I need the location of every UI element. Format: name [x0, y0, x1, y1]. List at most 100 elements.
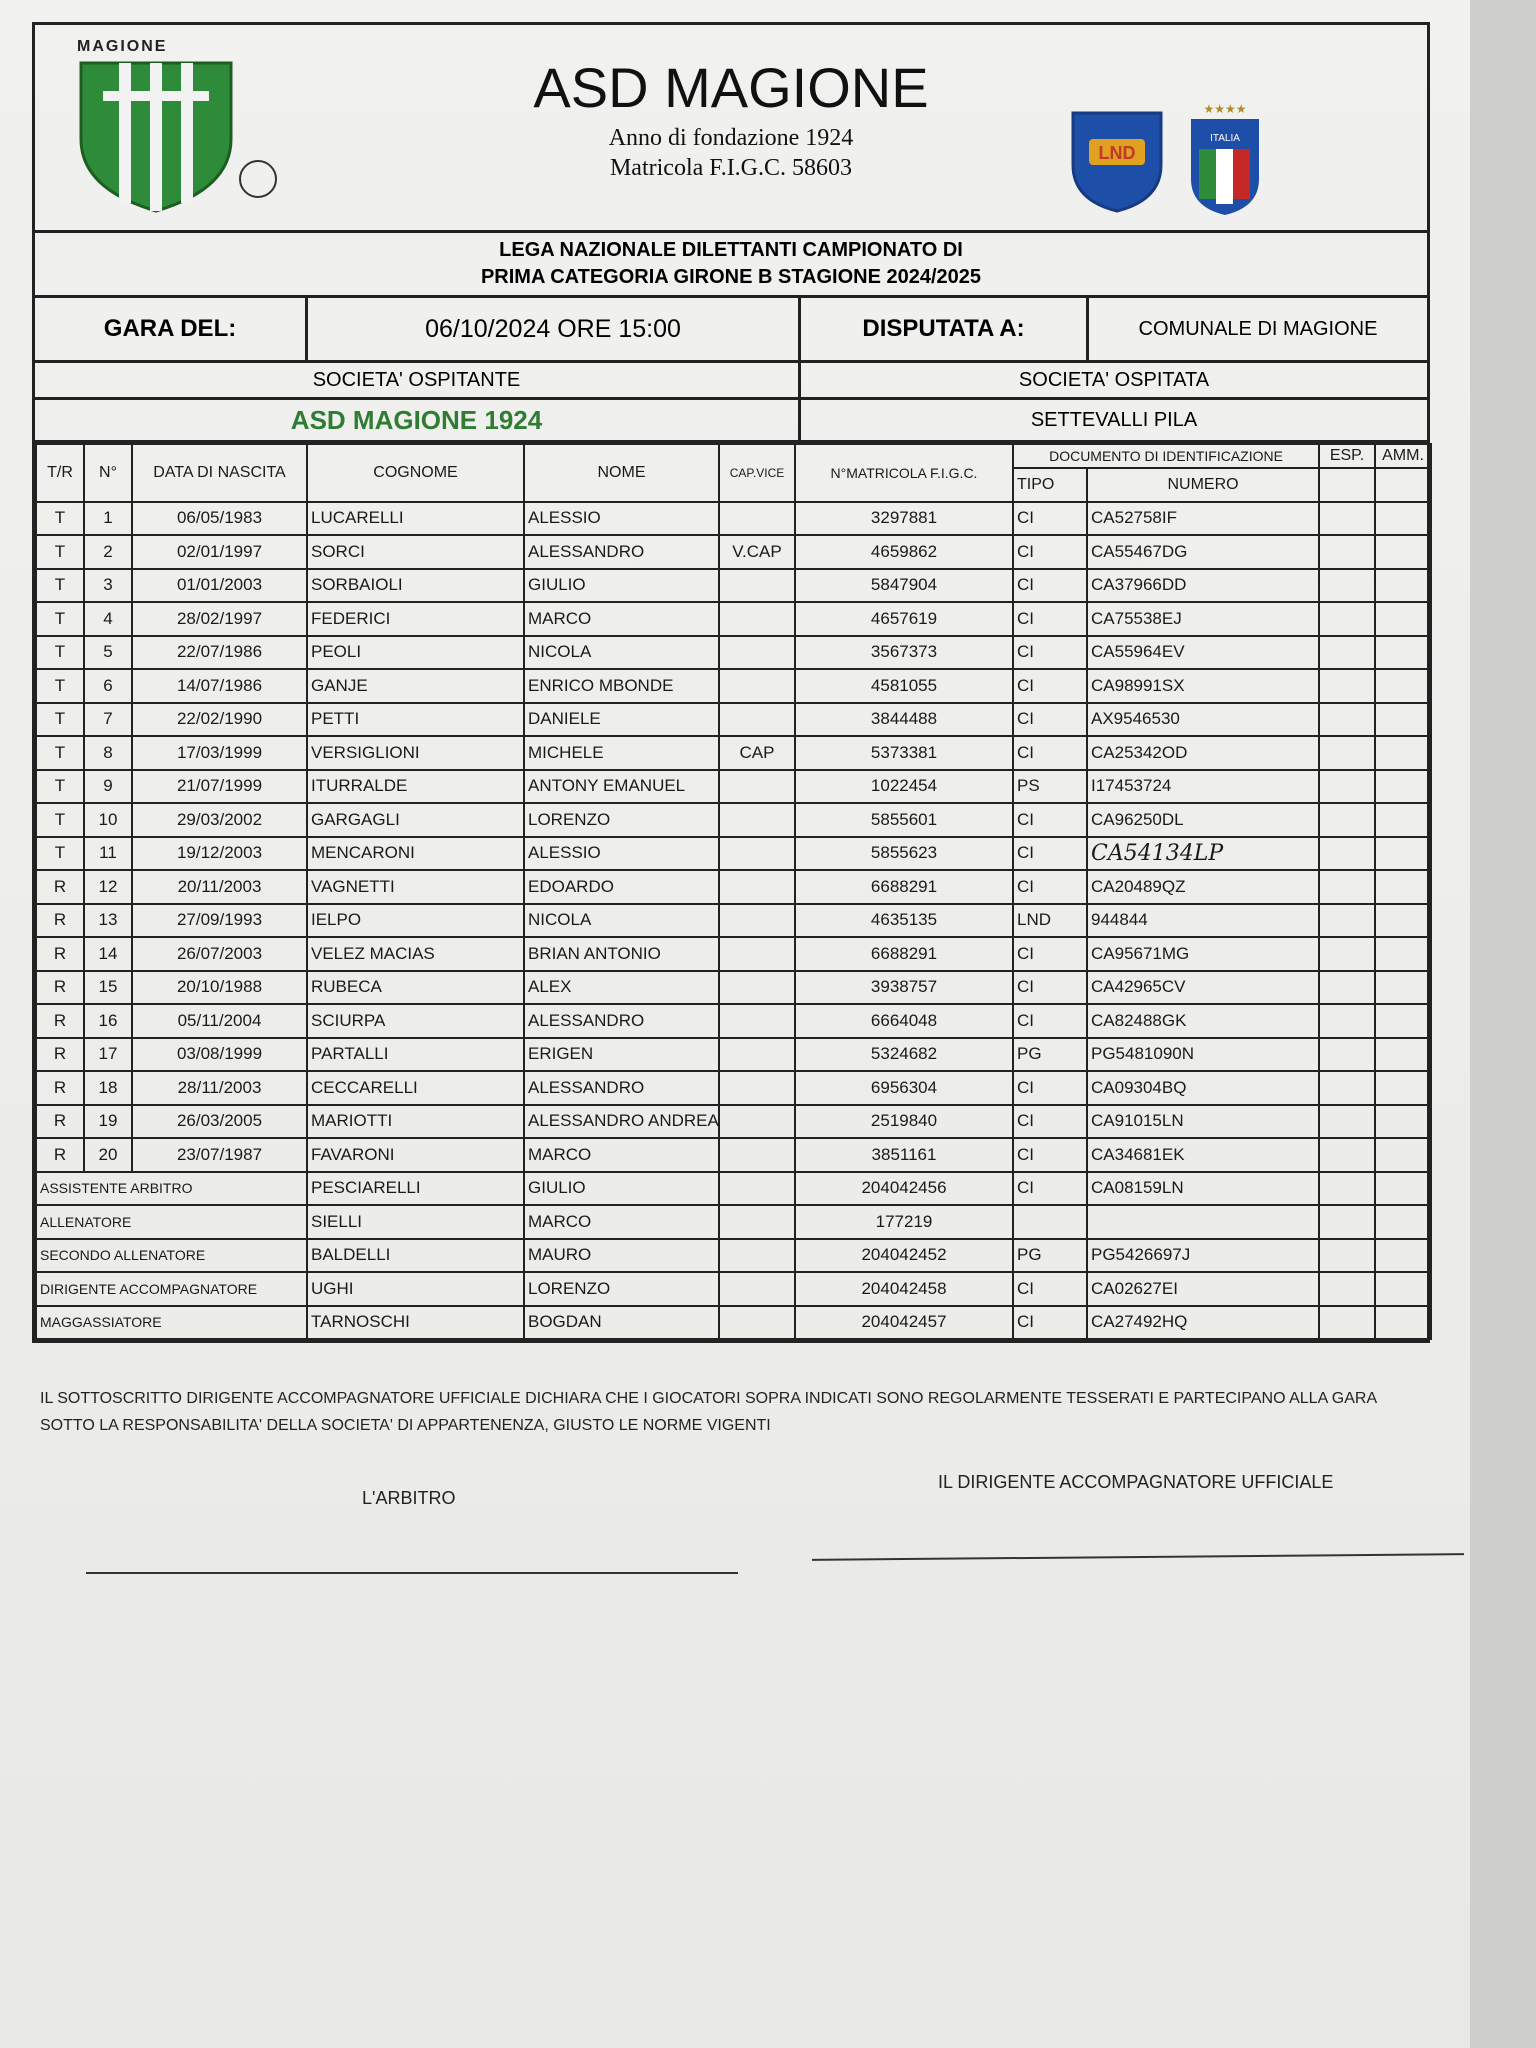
player-esp — [1318, 1070, 1377, 1106]
staff-matricola: 204042457 — [794, 1304, 1014, 1340]
player-number: 3 — [83, 567, 133, 603]
player-number: 7 — [83, 701, 133, 737]
player-cognome: FEDERICI — [306, 601, 525, 637]
player-esp — [1318, 1036, 1377, 1072]
player-esp — [1318, 601, 1377, 637]
player-doc-number: CA09304BQ — [1085, 1070, 1321, 1106]
staff-esp — [1318, 1304, 1377, 1340]
player-doc-number: CA20489QZ — [1085, 869, 1321, 905]
player-tr: R — [35, 969, 85, 1005]
player-number: 9 — [83, 768, 133, 804]
player-cognome: FAVARONI — [306, 1137, 525, 1173]
col-amm: AMM. — [1374, 443, 1433, 469]
staff-doc-type — [1012, 1204, 1088, 1240]
player-doc-number: PG5481090N — [1085, 1036, 1321, 1072]
player-esp — [1318, 969, 1377, 1005]
player-dob: 02/01/1997 — [131, 534, 308, 570]
col-matricola: N°MATRICOLA F.I.G.C. — [794, 443, 1014, 503]
staff-matricola: 177219 — [794, 1204, 1014, 1240]
player-dob: 27/09/1993 — [131, 902, 308, 938]
player-dob: 05/11/2004 — [131, 1003, 308, 1039]
player-matricola: 3844488 — [794, 701, 1014, 737]
player-tr: R — [35, 1103, 85, 1139]
svg-text:ITALIA: ITALIA — [1210, 133, 1240, 144]
player-nome: ALESSIO — [523, 500, 720, 536]
player-dob: 28/02/1997 — [131, 601, 308, 637]
player-amm — [1374, 1137, 1433, 1173]
staff-nome: MAURO — [523, 1237, 720, 1273]
player-cognome: VELEZ MACIAS — [306, 936, 525, 972]
player-tr: T — [35, 534, 85, 570]
player-tr: T — [35, 768, 85, 804]
player-number: 1 — [83, 500, 133, 536]
match-info-row: GARA DEL: 06/10/2024 ORE 15:00 DISPUTATA… — [35, 298, 1427, 363]
player-dob: 20/10/1988 — [131, 969, 308, 1005]
club-logo: MAGIONE — [77, 38, 277, 213]
player-row: R 14 26/07/2003 VELEZ MACIAS BRIAN ANTONIO 66… — [35, 936, 1433, 972]
player-amm — [1374, 902, 1433, 938]
player-cognome: PEOLI — [306, 634, 525, 670]
gara-label: GARA DEL: — [35, 298, 308, 360]
player-cognome: PETTI — [306, 701, 525, 737]
player-row: T 10 29/03/2002 GARGAGLI LORENZO 5855601 CI CA9… — [35, 802, 1433, 838]
staff-nome: BOGDAN — [523, 1304, 720, 1340]
arbitro-signature-line[interactable] — [86, 1572, 738, 1574]
staff-doc-number — [1085, 1204, 1321, 1240]
player-cap — [718, 902, 796, 938]
staff-matricola: 204042456 — [794, 1170, 1014, 1206]
col-amm-blank — [1374, 467, 1433, 503]
player-cap — [718, 1003, 796, 1039]
player-doc-type: CI — [1012, 869, 1088, 905]
player-cognome: VERSIGLIONI — [306, 735, 525, 771]
player-doc-number: CA95671MG — [1085, 936, 1321, 972]
staff-row: DIRIGENTE ACCOMPAGNATORE UGHI LORENZO 20404… — [35, 1271, 1433, 1307]
player-tr: T — [35, 802, 85, 838]
staff-role: ASSISTENTE ARBITRO — [35, 1170, 308, 1206]
player-matricola: 5373381 — [794, 735, 1014, 771]
staff-row: MAGGASSIATORE TARNOSCHI BOGDAN 204042457 CI C… — [35, 1304, 1433, 1340]
player-doc-number: CA91015LN — [1085, 1103, 1321, 1139]
player-doc-number: CA82488GK — [1085, 1003, 1321, 1039]
figc-matricola: Matricola F.I.G.C. 58603 — [609, 155, 853, 181]
player-esp — [1318, 567, 1377, 603]
player-amm — [1374, 969, 1433, 1005]
player-dob: 21/07/1999 — [131, 768, 308, 804]
player-matricola: 5847904 — [794, 567, 1014, 603]
player-doc-type: CI — [1012, 969, 1088, 1005]
player-doc-type: CI — [1012, 802, 1088, 838]
player-doc-type: CI — [1012, 936, 1088, 972]
staff-row: ALLENATORE SIELLI MARCO 177219 — [35, 1204, 1433, 1240]
player-row: T 3 01/01/2003 SORBAIOLI GIULIO 5847904 CI CA37… — [35, 567, 1433, 603]
player-cap — [718, 1137, 796, 1173]
player-nome: NICOLA — [523, 902, 720, 938]
player-dob: 26/07/2003 — [131, 936, 308, 972]
player-amm — [1374, 1003, 1433, 1039]
lnd-logo: LND — [1071, 111, 1163, 213]
player-cognome: ITURRALDE — [306, 768, 525, 804]
player-cognome: IELPO — [306, 902, 525, 938]
player-matricola: 4635135 — [794, 902, 1014, 938]
staff-doc-number: PG5426697J — [1085, 1237, 1321, 1273]
player-cognome: PARTALLI — [306, 1036, 525, 1072]
player-cap — [718, 835, 796, 871]
declaration-line-2: SOTTO LA RESPONSABILITA' DELLA SOCIETA' … — [40, 1417, 771, 1434]
player-row: T 7 22/02/1990 PETTI DANIELE 3844488 CI AX95465… — [35, 701, 1433, 737]
venue: COMUNALE DI MAGIONE — [1138, 317, 1378, 340]
player-amm — [1374, 735, 1433, 771]
player-cap — [718, 936, 796, 972]
staff-amm — [1374, 1170, 1433, 1206]
player-tr: R — [35, 1003, 85, 1039]
player-doc-number: CA25342OD — [1085, 735, 1321, 771]
staff-cognome: PESCIARELLI — [306, 1170, 525, 1206]
player-doc-number: I17453724 — [1085, 768, 1321, 804]
staff-cognome: UGHI — [306, 1271, 525, 1307]
staff-role: SECONDO ALLENATORE — [35, 1237, 308, 1273]
dirigente-label: IL DIRIGENTE ACCOMPAGNATORE UFFICIALE — [938, 1472, 1334, 1492]
player-nome: ALESSIO — [523, 835, 720, 871]
player-dob: 17/03/1999 — [131, 735, 308, 771]
player-row: R 15 20/10/1988 RUBECA ALEX 3938757 CI CA42965C… — [35, 969, 1433, 1005]
player-doc-number: CA96250DL — [1085, 802, 1321, 838]
player-amm — [1374, 634, 1433, 670]
player-amm — [1374, 567, 1433, 603]
player-doc-number: CA52758IF — [1085, 500, 1321, 536]
